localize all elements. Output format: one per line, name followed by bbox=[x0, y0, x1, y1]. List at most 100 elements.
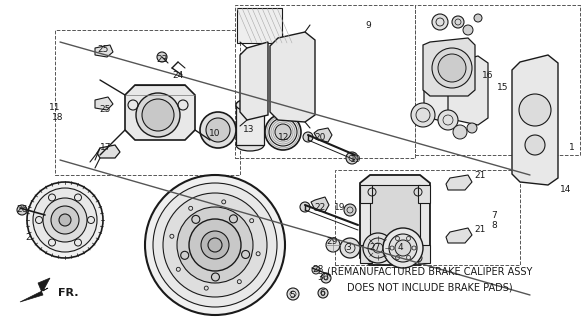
Text: 10: 10 bbox=[209, 130, 221, 139]
Polygon shape bbox=[424, 65, 455, 122]
Circle shape bbox=[200, 112, 236, 148]
Circle shape bbox=[463, 25, 473, 35]
Text: 21: 21 bbox=[475, 226, 486, 235]
Ellipse shape bbox=[236, 99, 264, 111]
Circle shape bbox=[411, 103, 435, 127]
Text: 7: 7 bbox=[491, 211, 497, 220]
Circle shape bbox=[201, 231, 229, 259]
Polygon shape bbox=[311, 197, 329, 212]
Bar bbox=[360, 245, 372, 263]
Circle shape bbox=[340, 238, 360, 258]
Text: 20: 20 bbox=[314, 133, 326, 142]
Text: 19: 19 bbox=[350, 156, 361, 164]
Circle shape bbox=[136, 93, 180, 137]
Circle shape bbox=[300, 202, 310, 212]
Circle shape bbox=[368, 238, 388, 258]
Text: 29: 29 bbox=[326, 237, 338, 246]
Circle shape bbox=[189, 219, 241, 271]
Text: 27: 27 bbox=[369, 244, 381, 252]
Polygon shape bbox=[446, 228, 472, 243]
Polygon shape bbox=[446, 175, 472, 190]
Text: 25: 25 bbox=[99, 106, 111, 115]
Text: (REMANUFACTURED BRAKE CALIPER ASSY: (REMANUFACTURED BRAKE CALIPER ASSY bbox=[327, 267, 533, 277]
Text: 6: 6 bbox=[319, 289, 325, 298]
Circle shape bbox=[452, 16, 464, 28]
Text: 24: 24 bbox=[173, 70, 184, 79]
Text: 15: 15 bbox=[497, 84, 509, 92]
Polygon shape bbox=[512, 55, 558, 185]
Polygon shape bbox=[95, 97, 113, 110]
Circle shape bbox=[157, 52, 167, 62]
Circle shape bbox=[303, 132, 313, 142]
Circle shape bbox=[269, 118, 297, 146]
Text: 11: 11 bbox=[49, 103, 61, 113]
Text: 4: 4 bbox=[397, 244, 403, 252]
Circle shape bbox=[432, 48, 472, 88]
Text: 30: 30 bbox=[317, 274, 329, 283]
Bar bbox=[415, 5, 580, 155]
Text: 1: 1 bbox=[569, 143, 575, 153]
Text: 5: 5 bbox=[289, 292, 295, 300]
Circle shape bbox=[467, 123, 477, 133]
Circle shape bbox=[287, 288, 299, 300]
Polygon shape bbox=[97, 145, 120, 158]
Circle shape bbox=[163, 193, 267, 297]
Bar bbox=[370, 185, 420, 257]
Circle shape bbox=[43, 198, 87, 242]
Circle shape bbox=[142, 99, 174, 131]
Circle shape bbox=[363, 233, 393, 263]
Circle shape bbox=[525, 135, 545, 155]
Circle shape bbox=[59, 214, 71, 226]
Text: 26: 26 bbox=[16, 205, 27, 214]
Bar bbox=[418, 245, 430, 263]
Polygon shape bbox=[360, 175, 430, 265]
Text: 16: 16 bbox=[482, 70, 494, 79]
Polygon shape bbox=[125, 85, 195, 140]
Text: 13: 13 bbox=[243, 125, 255, 134]
Text: 17: 17 bbox=[100, 143, 112, 153]
Bar bbox=[237, 8, 282, 43]
Text: 22: 22 bbox=[314, 203, 326, 212]
Ellipse shape bbox=[236, 139, 264, 151]
Circle shape bbox=[321, 273, 331, 283]
Circle shape bbox=[438, 110, 458, 130]
Circle shape bbox=[145, 175, 285, 315]
Polygon shape bbox=[423, 38, 475, 96]
Text: 28: 28 bbox=[312, 266, 324, 275]
Polygon shape bbox=[240, 42, 268, 120]
Text: 3: 3 bbox=[345, 244, 351, 252]
Text: DOES NOT INCLUDE BRAKE PADS): DOES NOT INCLUDE BRAKE PADS) bbox=[347, 283, 513, 293]
Text: 21: 21 bbox=[475, 171, 486, 180]
Text: 25: 25 bbox=[97, 45, 108, 54]
Circle shape bbox=[153, 183, 277, 307]
Bar bbox=[235, 5, 415, 158]
Bar bbox=[55, 30, 240, 175]
Text: 23: 23 bbox=[156, 55, 168, 65]
Circle shape bbox=[519, 94, 551, 126]
Text: FR.: FR. bbox=[58, 288, 79, 298]
Circle shape bbox=[275, 124, 291, 140]
Circle shape bbox=[346, 152, 358, 164]
Text: 14: 14 bbox=[560, 186, 572, 195]
Circle shape bbox=[312, 266, 320, 274]
Polygon shape bbox=[314, 128, 332, 142]
Polygon shape bbox=[95, 45, 113, 57]
Circle shape bbox=[395, 240, 411, 256]
Circle shape bbox=[326, 238, 340, 252]
Circle shape bbox=[177, 207, 253, 283]
Circle shape bbox=[389, 234, 417, 262]
Circle shape bbox=[438, 54, 466, 82]
Bar bbox=[335, 170, 520, 265]
Text: 2: 2 bbox=[25, 234, 31, 243]
Circle shape bbox=[432, 14, 448, 30]
Circle shape bbox=[17, 205, 27, 215]
Bar bbox=[418, 185, 430, 203]
Text: 19: 19 bbox=[334, 203, 346, 212]
Polygon shape bbox=[448, 56, 488, 125]
Text: 9: 9 bbox=[365, 20, 371, 29]
Text: 8: 8 bbox=[491, 220, 497, 229]
Circle shape bbox=[318, 288, 328, 298]
Circle shape bbox=[206, 118, 230, 142]
Circle shape bbox=[344, 204, 356, 216]
Circle shape bbox=[383, 228, 423, 268]
